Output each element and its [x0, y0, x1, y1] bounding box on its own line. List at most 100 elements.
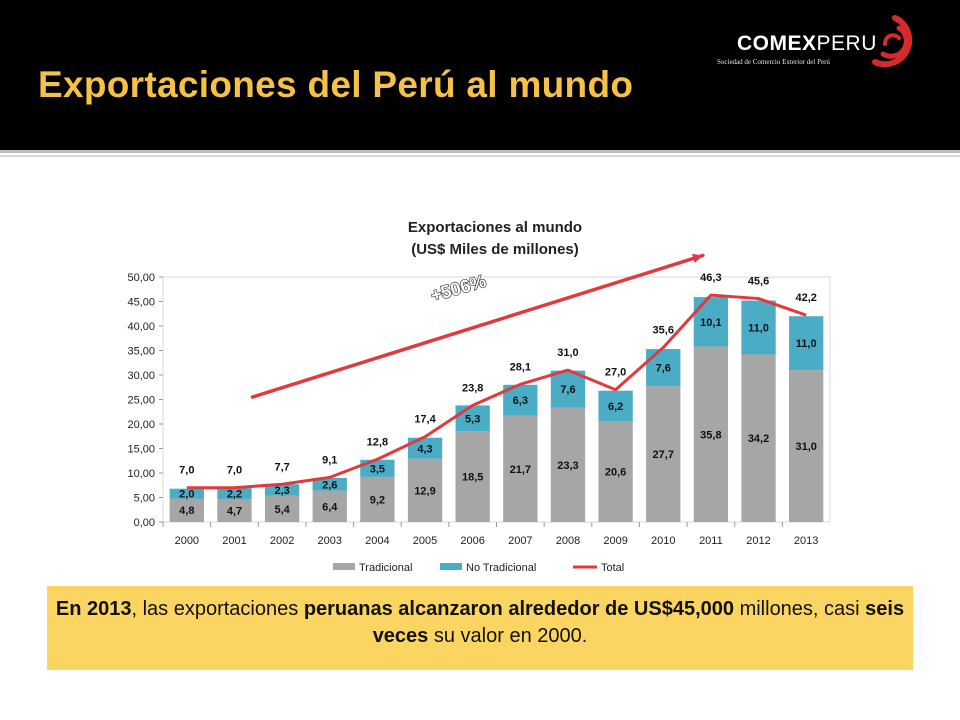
data-label-total: 35,6 [653, 325, 674, 337]
x-tick-label: 2003 [318, 535, 342, 547]
y-tick-label: 45,00 [127, 297, 155, 309]
bar-no-tradicional [550, 370, 586, 408]
bar-tradicional [169, 498, 204, 522]
bar-no-tradicional [217, 488, 252, 499]
data-label-tradicional: 20,6 [605, 467, 626, 479]
comexperu-logo: COMEXPERU Sociedad de Comercio Exterior … [715, 14, 920, 84]
data-label-no-tradicional: 7,6 [560, 384, 575, 396]
data-label-no-tradicional: 3,5 [370, 463, 385, 475]
x-tick-label: 2009 [603, 535, 627, 547]
legend-swatch-no-tradicional [440, 563, 462, 570]
summary-highlight-amount: peruanas alcanzaron alrededor de US$45,0… [303, 598, 735, 620]
data-label-no-tradicional: 11,0 [796, 338, 817, 350]
bar-no-tradicional [169, 488, 204, 499]
x-tick-label: 2007 [508, 535, 532, 547]
bar-tradicional [741, 354, 776, 522]
bar-tradicional [360, 476, 395, 522]
data-label-tradicional: 35,8 [700, 429, 721, 441]
y-tick-label: 35,00 [127, 346, 155, 358]
exports-chart: Exportaciones al mundo (US$ Miles de mill… [127, 219, 831, 574]
data-label-no-tradicional: 10,1 [700, 317, 721, 329]
growth-arrow [250, 253, 705, 399]
chart-subtitle: (US$ Miles de millones) [411, 241, 579, 258]
data-label-tradicional: 31,0 [795, 441, 816, 453]
data-label-no-tradicional: 2,6 [322, 479, 337, 491]
legend-label-total: Total [601, 562, 624, 574]
bar-no-tradicional [741, 300, 776, 355]
legend-label-tradicional: Tradicional [359, 562, 412, 574]
x-tick-label: 2004 [365, 535, 389, 547]
logo-wordmark-left: COMEX [737, 32, 817, 55]
y-tick-label: 30,00 [127, 370, 155, 382]
x-tick-label: 2013 [794, 535, 818, 547]
y-tick-label: 20,00 [127, 419, 155, 431]
bar-tradicional [312, 490, 347, 522]
bar-tradicional [693, 346, 729, 522]
y-tick-label: 15,00 [127, 444, 155, 456]
data-label-total: 27,0 [605, 367, 626, 379]
data-label-no-tradicional: 5,3 [465, 413, 480, 425]
bar-tradicional [407, 458, 443, 522]
slide-title: Exportaciones del Perú al mundo [38, 64, 634, 105]
y-tick-label: 5,00 [134, 493, 155, 505]
data-label-tradicional: 6,4 [322, 501, 338, 513]
growth-arrow-head [692, 253, 703, 263]
header-divider-secondary [0, 155, 960, 157]
x-tick-label: 2011 [699, 535, 723, 547]
summary-highlight-year: En 2013 [55, 598, 132, 620]
data-label-total: 7,7 [274, 461, 289, 473]
summary-highlight-multiple: seis veces [372, 598, 905, 647]
data-label-tradicional: 18,5 [462, 472, 483, 484]
data-label-no-tradicional: 7,6 [656, 363, 671, 375]
data-label-no-tradicional: 4,3 [417, 443, 432, 455]
x-tick-label: 2002 [270, 535, 294, 547]
data-label-no-tradicional: 6,2 [608, 401, 623, 413]
x-tick-label: 2000 [175, 535, 199, 547]
bar-tradicional [217, 498, 252, 522]
bar-no-tradicional [312, 477, 347, 491]
y-tick-label: 50,00 [127, 272, 155, 284]
data-label-total: 42,2 [795, 292, 816, 304]
data-label-tradicional: 27,7 [653, 449, 674, 461]
logo-tagline: Sociedad de Comercio Exterior del Perú [717, 58, 830, 66]
data-label-total: 7,0 [227, 465, 242, 477]
data-label-no-tradicional: 2,2 [227, 489, 242, 501]
summary-callout: En 2013, las exportaciones peruanas alca… [47, 586, 913, 670]
data-label-total: 17,4 [414, 414, 436, 426]
data-label-no-tradicional: 2,3 [274, 485, 289, 497]
x-tick-label: 2012 [746, 535, 770, 547]
logo-wordmark: COMEXPERU [737, 32, 877, 56]
series-line-total [186, 293, 807, 490]
data-label-total: 28,1 [510, 361, 531, 373]
legend-swatch-tradicional [333, 563, 355, 570]
bar-tradicional [789, 370, 824, 522]
data-label-total: 46,3 [700, 272, 721, 284]
x-tick-label: 2001 [222, 535, 246, 547]
data-label-tradicional: 12,9 [414, 485, 435, 497]
data-label-tradicional: 9,2 [370, 494, 385, 506]
x-tick-label: 2005 [413, 535, 437, 547]
data-label-tradicional: 4,7 [227, 505, 242, 517]
header-divider [0, 150, 960, 153]
data-label-tradicional: 4,8 [179, 505, 194, 517]
data-label-no-tradicional: 11,0 [748, 322, 769, 334]
bar-tradicional [646, 386, 681, 522]
bar-no-tradicional [455, 405, 490, 432]
summary-text-part: millones, casi [734, 598, 866, 620]
summary-text-part: su valor en 2000. [428, 625, 588, 647]
data-label-tradicional: 5,4 [274, 504, 290, 516]
data-label-total: 23,8 [462, 382, 483, 394]
data-label-total: 45,6 [748, 276, 769, 288]
x-tick-label: 2010 [651, 535, 675, 547]
data-label-tradicional: 21,7 [510, 464, 531, 476]
logo-wordmark-right: PERU [816, 32, 877, 55]
bar-no-tradicional [264, 484, 300, 496]
bar-no-tradicional [693, 297, 729, 347]
legend-label-no-tradicional: No Tradicional [466, 562, 536, 574]
data-label-total: 12,8 [367, 436, 388, 448]
y-tick-label: 10,00 [127, 468, 155, 480]
data-label-total: 31,0 [557, 347, 578, 359]
summary-text: En 2013, las exportaciones peruanas alca… [47, 586, 913, 650]
bar-tradicional [598, 421, 633, 522]
growth-annotation: +506% [428, 271, 488, 306]
